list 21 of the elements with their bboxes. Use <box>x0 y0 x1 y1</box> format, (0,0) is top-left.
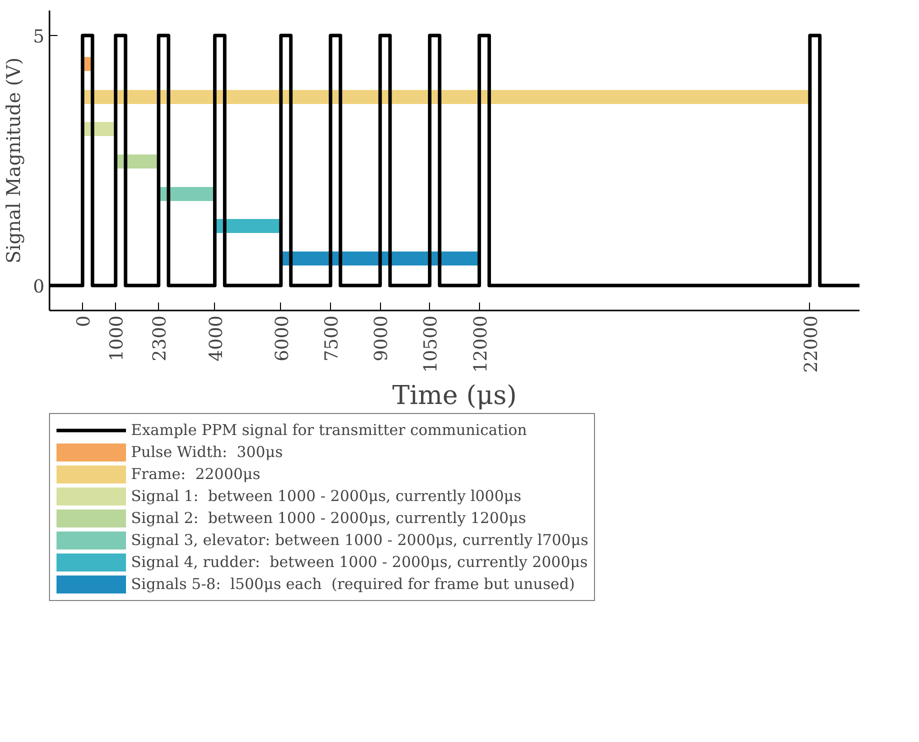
x-tick-label: 10500 <box>420 315 442 373</box>
x-tick-label: 4000 <box>206 315 227 362</box>
x-tick-label: 22000 <box>800 315 822 373</box>
legend-label: Frame: 22000μs <box>131 464 260 484</box>
x-tick-label: 0 <box>74 316 95 327</box>
x-axis-title: Time (μs) <box>392 380 517 411</box>
x-tick-label: 1000 <box>106 315 128 362</box>
x-tick-label: 12000 <box>470 315 492 373</box>
x-tick-label: 2300 <box>150 315 171 362</box>
legend-label: Signal 2: between 1000 - 2000μs, currently 1200μs <box>131 508 526 528</box>
x-tick-label: 7500 <box>322 315 343 362</box>
legend-label: Signal 1: between 1000 - 2000μs, currently l000μs <box>131 486 522 506</box>
y-tick-label: 5 <box>33 26 44 48</box>
legend-label: Example PPM signal for transmitter communication <box>131 420 527 440</box>
legend-label: Signal 4, rudder: between 1000 - 2000μs, currently 2000μs <box>131 552 588 572</box>
y-axis-title: Signal Magnitude (V) <box>3 57 26 264</box>
legend-label: Signal 3, elevator: between 1000 - 2000μs, currently l700μs <box>131 530 588 550</box>
legend-label: Pulse Width: 300μs <box>131 442 283 462</box>
x-tick-label: 6000 <box>272 315 293 362</box>
legend-label: Signals 5-8: l500μs each (required for frame but unused) <box>131 574 575 594</box>
x-tick-label: 9000 <box>371 315 392 362</box>
